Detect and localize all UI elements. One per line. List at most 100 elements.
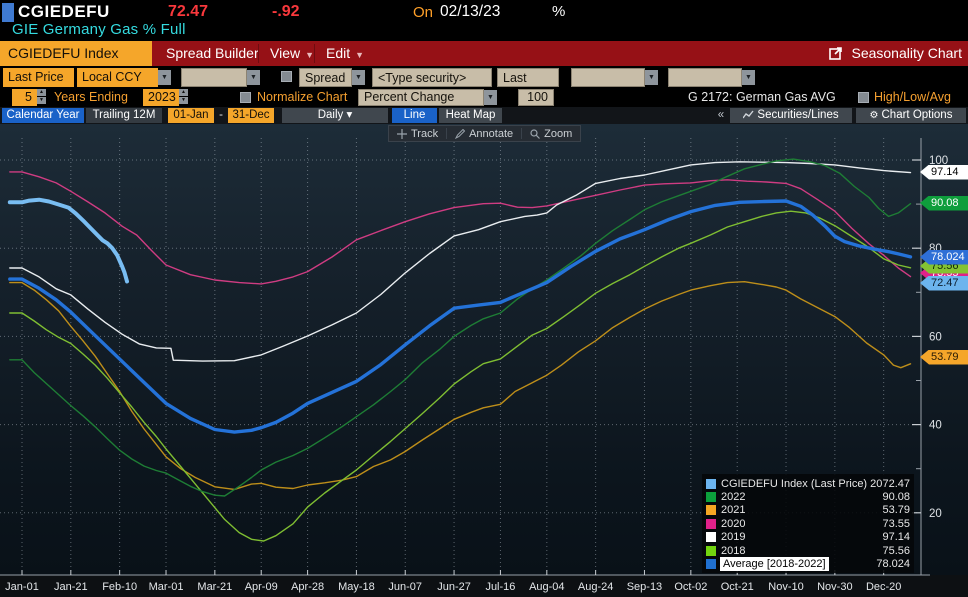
chart-legend: CGIEDEFU Index (Last Price) 2023 72.47 202… <box>702 474 914 573</box>
chart-id-label: G 2172: German Gas AVG <box>688 90 836 104</box>
legend-value: 78.024 <box>876 558 910 571</box>
empty-dropdown-1[interactable] <box>181 68 247 87</box>
svg-text:Mar-01: Mar-01 <box>149 581 184 593</box>
legend-label: 2019 <box>721 531 746 544</box>
price-field-button[interactable]: Last Price <box>3 68 74 87</box>
svg-text:Dec-20: Dec-20 <box>866 581 901 593</box>
high-low-avg-checkbox[interactable] <box>858 92 869 103</box>
track-tool[interactable]: Track <box>389 126 446 141</box>
mode-dropdown[interactable]: Percent Change <box>358 89 484 106</box>
trailing-12m-button[interactable]: Trailing 12M <box>86 108 162 123</box>
series-line-2022 <box>9 158 912 497</box>
menu-spread-builder[interactable]: Spread Builder <box>166 45 259 61</box>
chevron-down-icon[interactable]: ▼ <box>484 90 497 105</box>
legend-label: Average [2018-2022] <box>720 557 829 572</box>
legend-row-2022[interactable]: 2022 90.08 <box>706 490 910 503</box>
svg-text:Apr-09: Apr-09 <box>245 581 278 593</box>
legend-swatch <box>706 478 716 489</box>
gear-icon: ⚙ <box>869 110 879 121</box>
period-dropdown[interactable]: Daily ▾ <box>282 108 388 123</box>
quote-date: 02/13/23 <box>440 3 501 20</box>
chart-options-button[interactable]: ⚙ Chart Options <box>856 108 966 123</box>
series-line-2018 <box>9 210 912 542</box>
legend-swatch <box>706 505 716 516</box>
annotate-tool[interactable]: Annotate <box>447 126 521 141</box>
chevron-down-icon: ▼ <box>355 50 365 60</box>
legend-value: 90.08 <box>882 491 910 504</box>
securities-lines-button[interactable]: Securities/Lines <box>730 108 852 123</box>
line-chart-icon <box>742 110 754 119</box>
seasonality-chart-area: 100 80 60 40 20 Jan-01 Jan-21 Feb-10 Mar-01 Mar-2… <box>0 124 968 597</box>
calendar-year-button[interactable]: Calendar Year <box>2 108 84 123</box>
svg-text:Jul-16: Jul-16 <box>485 581 515 593</box>
last-price-value: 72.47 <box>168 3 209 20</box>
price-badge-97-14: 97.14 <box>920 164 968 180</box>
legend-row-2018[interactable]: 2018 75.56 <box>706 544 910 557</box>
years-ending-label: Years Ending <box>54 90 128 104</box>
svg-text:20: 20 <box>929 508 942 520</box>
legend-row-cgiedefu-index-last-price-2023[interactable]: CGIEDEFU Index (Last Price) 2023 72.47 <box>706 477 910 490</box>
svg-text:60: 60 <box>929 331 942 343</box>
legend-label: 2018 <box>721 544 746 557</box>
legend-row-2021[interactable]: 2021 53.79 <box>706 504 910 517</box>
legend-swatch <box>706 532 716 543</box>
normalize-checkbox[interactable] <box>240 92 251 103</box>
svg-text:Feb-10: Feb-10 <box>102 581 137 593</box>
chevron-down-icon[interactable]: ▼ <box>247 70 260 85</box>
seasonality-chart-action[interactable]: Seasonality Chart <box>829 41 962 66</box>
price-field-2[interactable]: Last Price <box>497 68 559 104</box>
legend-swatch <box>706 518 716 529</box>
chevron-down-icon[interactable]: ▼ <box>352 70 365 85</box>
svg-text:Jun-07: Jun-07 <box>388 581 422 593</box>
chevron-down-icon[interactable]: ▼ <box>158 70 171 85</box>
legend-row-2019[interactable]: 2019 97.14 <box>706 531 910 544</box>
from-date-input[interactable]: 01-Jan <box>168 108 214 123</box>
chevron-down-icon[interactable]: ▼ <box>742 70 755 85</box>
currency-dropdown[interactable]: Local CCY <box>77 68 158 87</box>
field-bar-1: Last Price Local CCY ▼ ▼ Spread ▼ <Type … <box>0 66 968 104</box>
security-description: GIE Germany Gas % Full <box>12 21 186 38</box>
security-tab[interactable]: CGIEDEFU Index <box>0 41 152 66</box>
svg-text:Jun-27: Jun-27 <box>437 581 471 593</box>
chevron-down-icon[interactable]: ▼ <box>645 70 658 85</box>
to-date-input[interactable]: 31-Dec <box>228 108 274 123</box>
chart-tools-bar: Track Annotate Zoom <box>388 125 582 142</box>
heatmap-mode-button[interactable]: Heat Map <box>439 108 502 123</box>
date-range-dash: - <box>219 109 223 121</box>
svg-text:Oct-02: Oct-02 <box>674 581 707 593</box>
legend-label: 2020 <box>721 517 746 530</box>
normalize-label: Normalize Chart <box>257 90 348 104</box>
svg-text:100: 100 <box>929 155 948 167</box>
year-stepper[interactable]: ▲ ▼ <box>179 89 188 105</box>
line-mode-button[interactable]: Line <box>392 108 437 123</box>
years-stepper[interactable]: ▲ ▼ <box>37 89 46 105</box>
on-label: On <box>413 4 434 21</box>
price-badge-72-47: 72.47 <box>920 275 968 291</box>
menu-edit[interactable]: Edit ▼ <box>326 45 365 61</box>
zoom-tool[interactable]: Zoom <box>522 126 580 141</box>
series-line-2020 <box>9 171 912 285</box>
legend-value: 75.56 <box>882 544 910 557</box>
spread-checkbox[interactable] <box>281 71 292 82</box>
years-count-input[interactable]: 5 <box>12 89 37 106</box>
spread-dropdown[interactable]: Spread <box>299 68 352 87</box>
menu-view[interactable]: View ▼ <box>270 45 315 61</box>
collapse-panel-button[interactable]: « <box>717 109 725 121</box>
type-security-input[interactable]: <Type security> <box>372 68 492 87</box>
series-line-average-2018-2022- <box>8 199 913 434</box>
scale-input[interactable]: 100 <box>518 89 554 106</box>
command-cursor <box>2 3 14 22</box>
empty-dropdown-2[interactable] <box>571 68 645 87</box>
svg-text:40: 40 <box>929 420 942 432</box>
x-axis-labels: Jan-01 Jan-21 Feb-10 Mar-01 Mar-21 Apr-09 Apr-… <box>5 581 901 593</box>
legend-row-2020[interactable]: 2020 73.55 <box>706 517 910 530</box>
pencil-icon <box>455 128 466 139</box>
empty-dropdown-3[interactable] <box>668 68 742 87</box>
ending-year-input[interactable]: 2023 <box>143 89 179 106</box>
svg-text:Nov-30: Nov-30 <box>817 581 852 593</box>
legend-row-average-2018-2022-[interactable]: Average [2018-2022] 78.024 <box>706 557 910 572</box>
legend-value: 97.14 <box>882 531 910 544</box>
svg-text:Jan-21: Jan-21 <box>54 581 88 593</box>
